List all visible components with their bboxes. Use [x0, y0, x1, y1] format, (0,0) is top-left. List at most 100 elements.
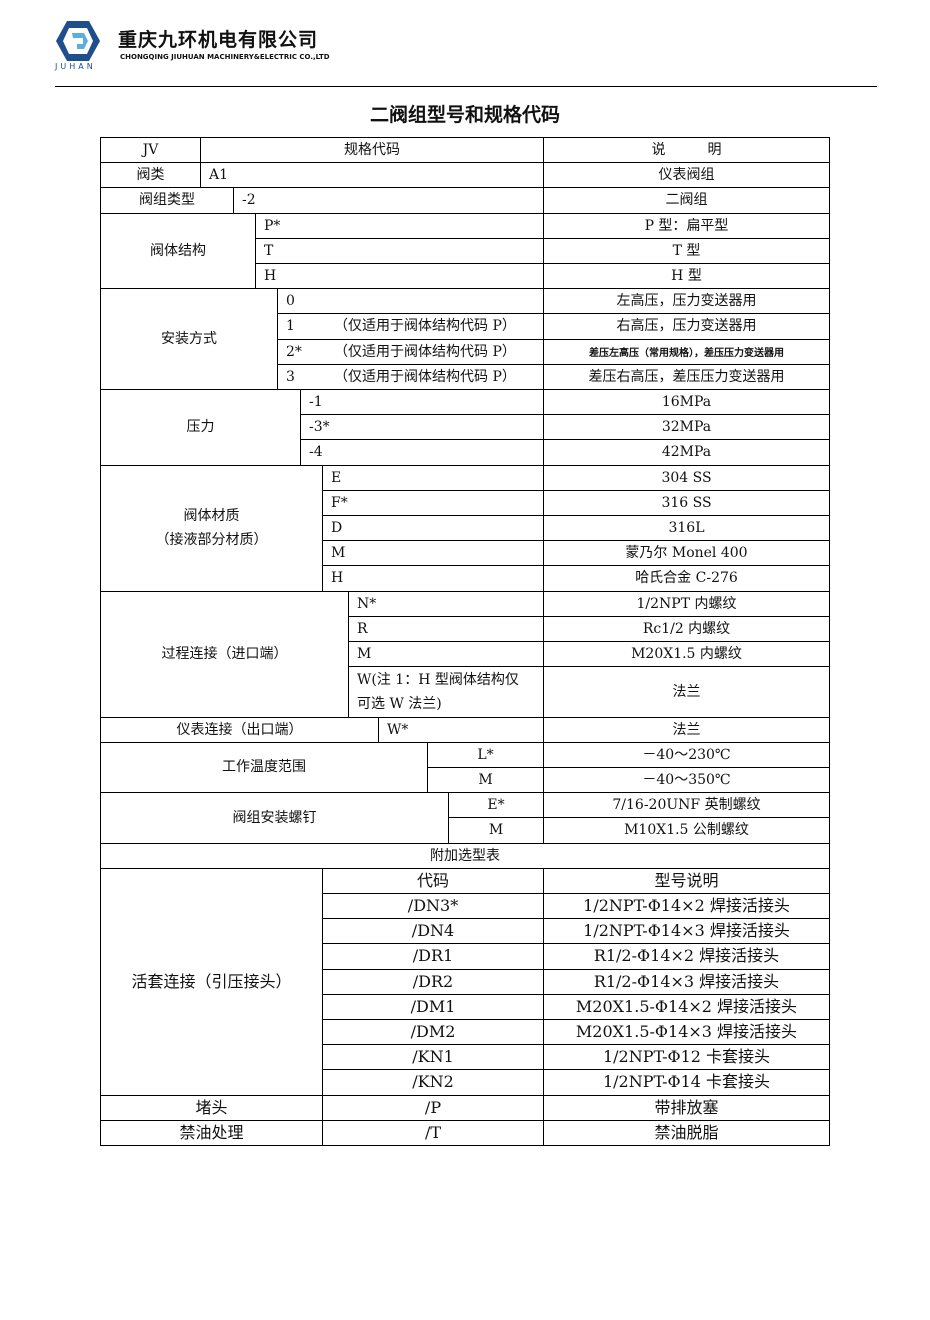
spec-code: M — [427, 767, 544, 794]
spec-description: －40～230℃ — [543, 741, 830, 768]
addon-description-text: 带排放塞 — [654, 1097, 719, 1117]
spec-code: D — [322, 515, 544, 542]
spec-code-text: -1 — [309, 394, 323, 411]
spec-code-text: E — [331, 469, 342, 486]
section-label: 过程连接（进口端） — [100, 590, 349, 718]
spec-description-text: 法兰 — [672, 721, 701, 738]
addon-code: /DM2 — [322, 1019, 544, 1046]
spec-code-text: -2 — [242, 192, 256, 209]
spec-code: -2 — [233, 187, 544, 214]
spec-description: 二阀组 — [543, 187, 830, 214]
addon-code-text: /DM2 — [410, 1022, 456, 1042]
spec-description-text: P 型：扁平型 — [644, 217, 729, 234]
addon-code-text: /DN3* — [407, 896, 459, 916]
addon-code-text: /T — [424, 1122, 442, 1142]
spec-code-text: 3 — [286, 368, 295, 385]
spec-code: R — [348, 615, 544, 642]
addon-description: R1/2-Φ14×3 焊接活接头 — [543, 968, 830, 995]
spec-code-text: A1 — [209, 167, 229, 184]
spec-description-text: T 型 — [672, 242, 701, 259]
spec-code: E — [322, 464, 544, 491]
addon-description: 1/2NPT-Φ12 卡套接头 — [543, 1044, 830, 1071]
header-divider — [55, 86, 877, 87]
section-label: 阀体结构 — [100, 212, 256, 290]
addon-description: 1/2NPT-Φ14×2 焊接活接头 — [543, 893, 830, 920]
header-spec: 规格代码 — [200, 137, 544, 164]
spec-description: 316 SS — [543, 489, 830, 516]
addon-description: 1/2NPT-Φ14×3 焊接活接头 — [543, 918, 830, 945]
spec-code-text: -4 — [309, 444, 323, 461]
section-label-text: 阀体结构 — [150, 242, 206, 259]
spec-description: P 型：扁平型 — [543, 212, 830, 239]
addon-group-label-text: 禁油处理 — [179, 1122, 244, 1142]
spec-description: 42MPa — [543, 439, 830, 466]
addon-description-text: 1/2NPT-Φ12 卡套接头 — [602, 1047, 771, 1067]
spec-description: T 型 — [543, 237, 830, 264]
spec-code-text: M — [478, 772, 493, 789]
spec-code-text: H — [264, 268, 277, 285]
header-spec-text: 规格代码 — [344, 142, 400, 159]
addon-code-header: 代码 — [322, 867, 544, 894]
spec-code-text: F* — [331, 494, 348, 511]
spec-description: M20X1.5 内螺纹 — [543, 641, 830, 668]
spec-code-text: -3* — [309, 419, 330, 436]
addon-code: /T — [322, 1119, 544, 1146]
spec-description-text: H 型 — [671, 268, 702, 285]
addon-description-text: R1/2-Φ14×3 焊接活接头 — [593, 971, 780, 991]
company-logo — [56, 21, 100, 61]
addon-description: 带排放塞 — [543, 1094, 830, 1121]
spec-code-text: E* — [487, 797, 505, 814]
spec-code: E* — [448, 792, 544, 819]
addon-title: 附加选型表 — [100, 842, 830, 869]
spec-description-text: 32MPa — [661, 419, 712, 436]
spec-description-text: 二阀组 — [665, 192, 708, 209]
addon-description-text: 禁油脱脂 — [654, 1122, 719, 1142]
addon-group-label: 堵头 — [100, 1094, 323, 1121]
spec-description-text: 仪表阀组 — [658, 167, 715, 184]
spec-code-text: D — [331, 520, 343, 537]
addon-code: /KN2 — [322, 1069, 544, 1096]
addon-description-text: 1/2NPT-Φ14 卡套接头 — [602, 1072, 771, 1092]
spec-description-text: 蒙乃尔 Monel 400 — [625, 545, 748, 562]
addon-code: /DM1 — [322, 993, 544, 1020]
spec-code: M — [348, 641, 544, 668]
spec-code: H — [322, 565, 544, 592]
spec-description-text: 316L — [668, 520, 705, 537]
spec-code: W* — [378, 716, 544, 743]
spec-code: P* — [255, 212, 544, 239]
brand-name: JUHAN — [55, 62, 96, 71]
spec-description: 差压右高压，差压压力变送器用 — [543, 363, 830, 390]
spec-code: -1 — [300, 389, 544, 416]
spec-description-text: 1/2NPT 内螺纹 — [636, 595, 737, 612]
spec-code: L* — [427, 741, 544, 768]
spec-code-text: N* — [357, 595, 377, 612]
spec-description: M10X1.5 公制螺纹 — [543, 817, 830, 844]
section-label-text: 过程连接（进口端） — [161, 646, 288, 663]
spec-description-text: －40～350℃ — [642, 772, 731, 789]
spec-description: 蒙乃尔 Monel 400 — [543, 540, 830, 567]
spec-code: 2* （仅适用于阀体结构代码 P） — [277, 338, 544, 365]
spec-code-text: M — [488, 822, 504, 839]
spec-code: -3* — [300, 414, 544, 441]
section-label: 工作温度范围 — [100, 741, 428, 794]
addon-description: M20X1.5-Φ14×2 焊接活接头 — [543, 993, 830, 1020]
spec-code: M — [322, 540, 544, 567]
header-jv-text: JV — [142, 142, 159, 159]
addon-group-label: 活套连接（引压接头） — [100, 867, 323, 1096]
header-desc-text: 说 明 — [651, 142, 722, 159]
spec-description: 16MPa — [543, 389, 830, 416]
spec-description-text: 差压左高压（常用规格），差压压力变送器用 — [589, 348, 784, 360]
spec-description-text: 316 SS — [661, 494, 712, 511]
spec-code: 3 （仅适用于阀体结构代码 P） — [277, 363, 544, 390]
spec-code: 0 — [277, 288, 544, 315]
addon-code: /DN3* — [322, 893, 544, 920]
addon-code: /DR1 — [322, 943, 544, 970]
addon-group-label-text: 活套连接（引压接头） — [131, 971, 292, 991]
header-jv: JV — [100, 137, 201, 164]
spec-description-text: －40～230℃ — [642, 746, 731, 763]
addon-group-label-text: 堵头 — [195, 1097, 228, 1117]
spec-code: -4 — [300, 439, 544, 466]
spec-description: 法兰 — [543, 666, 830, 718]
spec-description: Rc1/2 内螺纹 — [543, 615, 830, 642]
spec-code: A1 — [200, 162, 544, 189]
